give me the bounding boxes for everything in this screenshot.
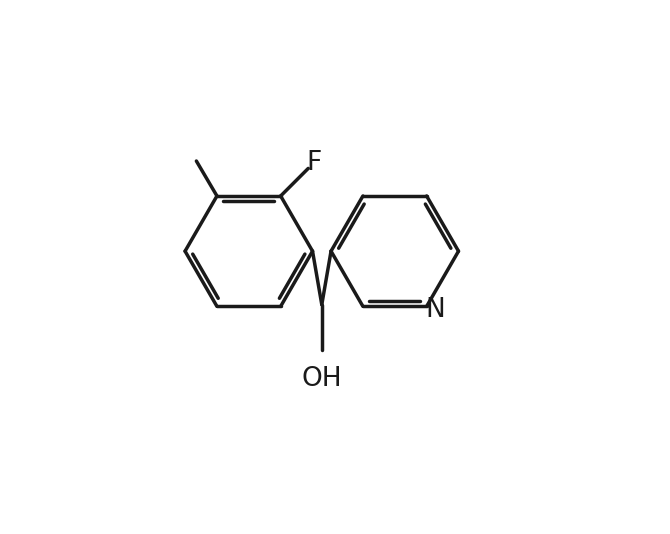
Text: N: N	[426, 297, 446, 324]
Text: F: F	[306, 150, 321, 176]
Text: OH: OH	[302, 366, 342, 392]
